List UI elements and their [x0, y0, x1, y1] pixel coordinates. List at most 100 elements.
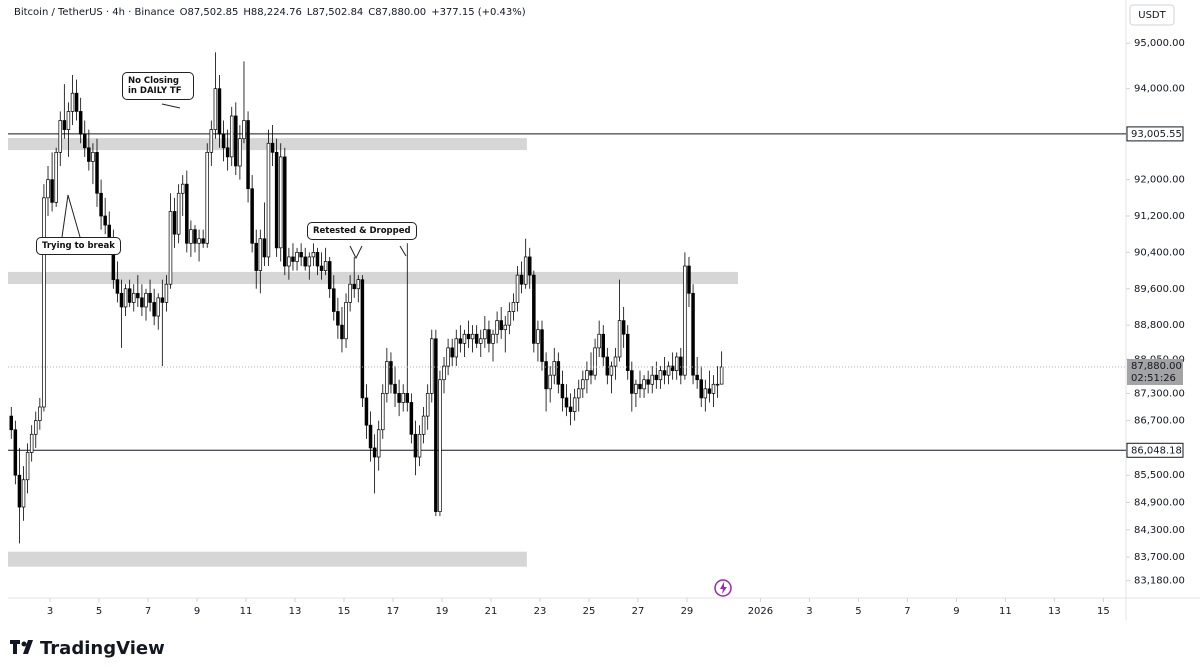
y-tick-label: 90,400.00 — [1134, 247, 1185, 258]
candle-body — [699, 379, 703, 399]
x-tick-label: 5 — [855, 606, 861, 617]
candle-body — [397, 393, 401, 403]
candle-body — [131, 292, 136, 303]
candle-body — [421, 415, 426, 435]
candle-body — [17, 474, 22, 508]
y-tick-label: 87,300.00 — [1134, 388, 1185, 399]
candle-body — [695, 374, 699, 381]
candle-body — [691, 292, 695, 376]
candle-body — [495, 320, 499, 335]
annotation-arrows — [61, 103, 407, 260]
candle-body — [687, 265, 691, 294]
candle-body — [470, 333, 475, 340]
candle-body — [483, 329, 487, 340]
candle-body — [352, 283, 356, 290]
x-tick-label: 27 — [632, 606, 645, 617]
candle-body — [95, 151, 99, 194]
x-tick-label: 5 — [96, 606, 102, 617]
candle-body — [327, 261, 332, 290]
candle-body — [127, 288, 132, 303]
x-tick-label: 7 — [145, 606, 151, 617]
candle-body — [487, 329, 491, 344]
candle-body — [160, 297, 165, 303]
x-tick-label: 11 — [999, 606, 1012, 617]
candle-body — [164, 283, 169, 303]
y-tick-label: 83,180.00 — [1134, 576, 1185, 587]
candle-body — [466, 333, 471, 340]
candle-body — [499, 320, 503, 331]
candle-body — [148, 292, 152, 303]
candle-body — [225, 147, 230, 158]
candle-body — [393, 383, 397, 394]
candle-body — [638, 383, 642, 390]
candle-body — [283, 156, 287, 267]
candle-body — [430, 338, 434, 394]
candle-body — [319, 265, 324, 271]
candle-body — [291, 256, 295, 262]
candle-body — [213, 88, 218, 130]
logo — [10, 640, 33, 654]
x-tick-label: 25 — [583, 606, 596, 617]
level-tag — [1126, 442, 1184, 458]
candle-body — [311, 252, 316, 258]
candle-body — [115, 279, 120, 294]
candle-body — [229, 115, 234, 158]
candle-body — [589, 370, 593, 376]
candle-body — [185, 183, 189, 244]
candle-body — [221, 133, 226, 149]
candle-body — [409, 402, 414, 435]
candle-body — [507, 311, 512, 326]
candle-body — [417, 433, 422, 458]
candle-body — [303, 256, 307, 267]
candle-body — [54, 151, 58, 203]
candle-body — [180, 183, 185, 194]
candle-body — [376, 429, 381, 458]
candle-body — [42, 197, 46, 408]
candle-body — [479, 338, 483, 344]
candle-body — [413, 433, 418, 458]
candle-body — [568, 406, 573, 412]
candle-body — [719, 366, 724, 385]
candle-body — [438, 379, 442, 512]
price-tag — [1127, 358, 1183, 385]
candle-body — [515, 274, 520, 303]
candle-body — [78, 111, 83, 135]
candle-body — [193, 229, 197, 244]
candle-body — [46, 179, 50, 199]
candle-body — [674, 356, 679, 371]
brand: TradingView — [40, 638, 165, 659]
candle-body — [34, 420, 38, 435]
annotation: Trying to break — [36, 237, 121, 255]
icon — [720, 582, 727, 594]
candle-body — [593, 347, 597, 376]
candle-body — [136, 292, 140, 299]
x-tick-label: 13 — [289, 606, 302, 617]
header-item: +377.15 (+0.43%) — [431, 7, 526, 18]
x-tick-label: 23 — [534, 606, 547, 617]
candle-body — [254, 242, 258, 271]
candle-body — [454, 338, 459, 358]
candle-body — [576, 388, 581, 399]
icon — [714, 579, 732, 597]
candle-body — [266, 142, 271, 258]
x-tick-label: 15 — [1097, 606, 1110, 617]
candle-body — [307, 256, 312, 267]
zone — [8, 551, 527, 567]
candle-body — [372, 447, 377, 458]
arrow — [61, 194, 81, 238]
candle-body — [532, 274, 536, 344]
candle-body — [87, 147, 91, 162]
candle-body — [201, 238, 205, 244]
y-tick-label: 89,600.00 — [1134, 284, 1185, 295]
candle-body — [246, 120, 250, 190]
candle-body — [474, 333, 479, 344]
currency-box — [1129, 4, 1175, 26]
x-tick-label: 7 — [904, 606, 910, 617]
x-tick-label: 17 — [387, 606, 400, 617]
candle-body — [556, 361, 561, 385]
x-tick-label: 9 — [953, 606, 959, 617]
candle-body — [670, 365, 675, 371]
candle-body — [625, 333, 630, 371]
